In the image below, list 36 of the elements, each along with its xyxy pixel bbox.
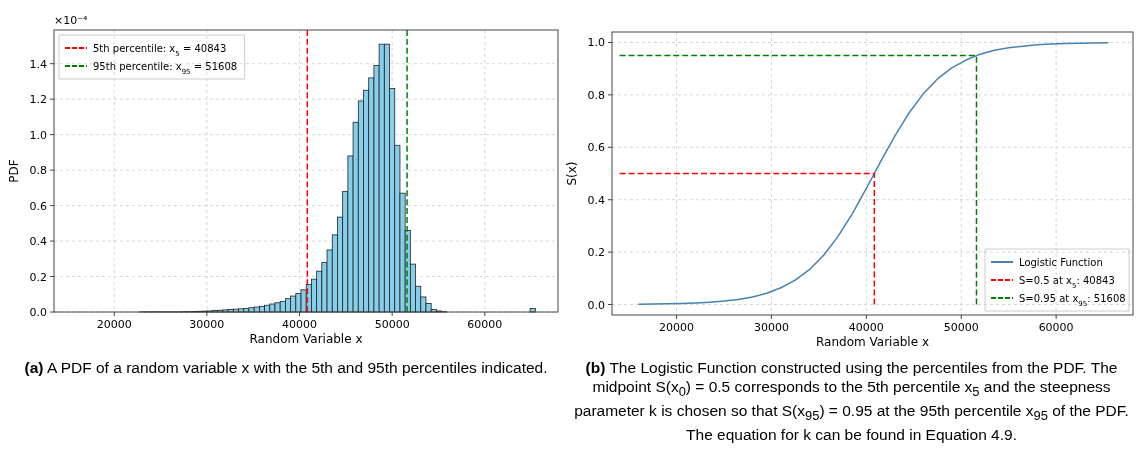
y-tick-label: 0.2 [29, 270, 47, 284]
x-tick-label: 30000 [753, 321, 789, 334]
x-axis-title: Random Variable x [816, 335, 929, 349]
y-tick-label: 0.4 [29, 235, 47, 249]
x-tick-label: 50000 [374, 318, 410, 331]
y-tick-label: 0.6 [587, 141, 605, 155]
text: ×10⁻⁴ [54, 14, 89, 27]
y-tick-label: 1.0 [29, 128, 47, 142]
y-tick-label: 0.2 [587, 246, 605, 260]
legend-label: 95th percentile: x$_{95}$ = 51608 [93, 61, 238, 76]
y-axis-title: PDF [7, 159, 21, 183]
x-tick-label: 40000 [848, 321, 884, 334]
x-tick-label: 40000 [282, 318, 318, 331]
x-axis-title: Random Variable x [249, 332, 363, 346]
x-tick-label: 20000 [659, 321, 695, 334]
y-axis-title: S(x) [565, 161, 579, 186]
legend-label: S=0.5 at x$_{5}$: 40843 [1019, 275, 1115, 290]
x-tick-label: 20000 [96, 318, 132, 331]
x-tick-label: 60000 [467, 318, 503, 331]
legend-label: Logistic Function [1019, 257, 1103, 268]
text: (b) The Logistic Function constructed using the percentiles from the PDF. The midpoint S(x$_{0}$) = 0.5 corresponds to the 5th percentile x$_{5}$ and the steepness parameter k is chosen so that S(x$_{95}$) = 0.95 at the 95th percentile x$_{95}$ of the PDF. The equation for k can be found in Equation 4.9. [574, 359, 1129, 444]
y-tick-label: 0.8 [29, 164, 47, 178]
x-tick-label: 50000 [943, 321, 979, 334]
x-tick-label: 60000 [1038, 321, 1074, 334]
legend-label: 5th percentile: x$_{5}$ = 40843 [93, 43, 227, 58]
x-tick-label: 30000 [189, 318, 225, 331]
legend-label: S=0.95 at x$_{95}$: 51608 [1019, 293, 1126, 308]
y-tick-label: 0.0 [29, 306, 47, 319]
y-tick-label: 0.0 [587, 298, 605, 312]
text: (a) A PDF of a random variable x with the 5th and 95th percentiles indicated. [24, 359, 548, 376]
y-tick-label: 0.4 [587, 193, 605, 207]
y-tick-label: 1.2 [29, 93, 47, 107]
y-tick-label: 0.6 [29, 199, 47, 213]
y-tick-label: 1.0 [587, 36, 605, 50]
y-tick-label: 1.4 [29, 57, 47, 71]
y-tick-label: 0.8 [587, 88, 605, 102]
